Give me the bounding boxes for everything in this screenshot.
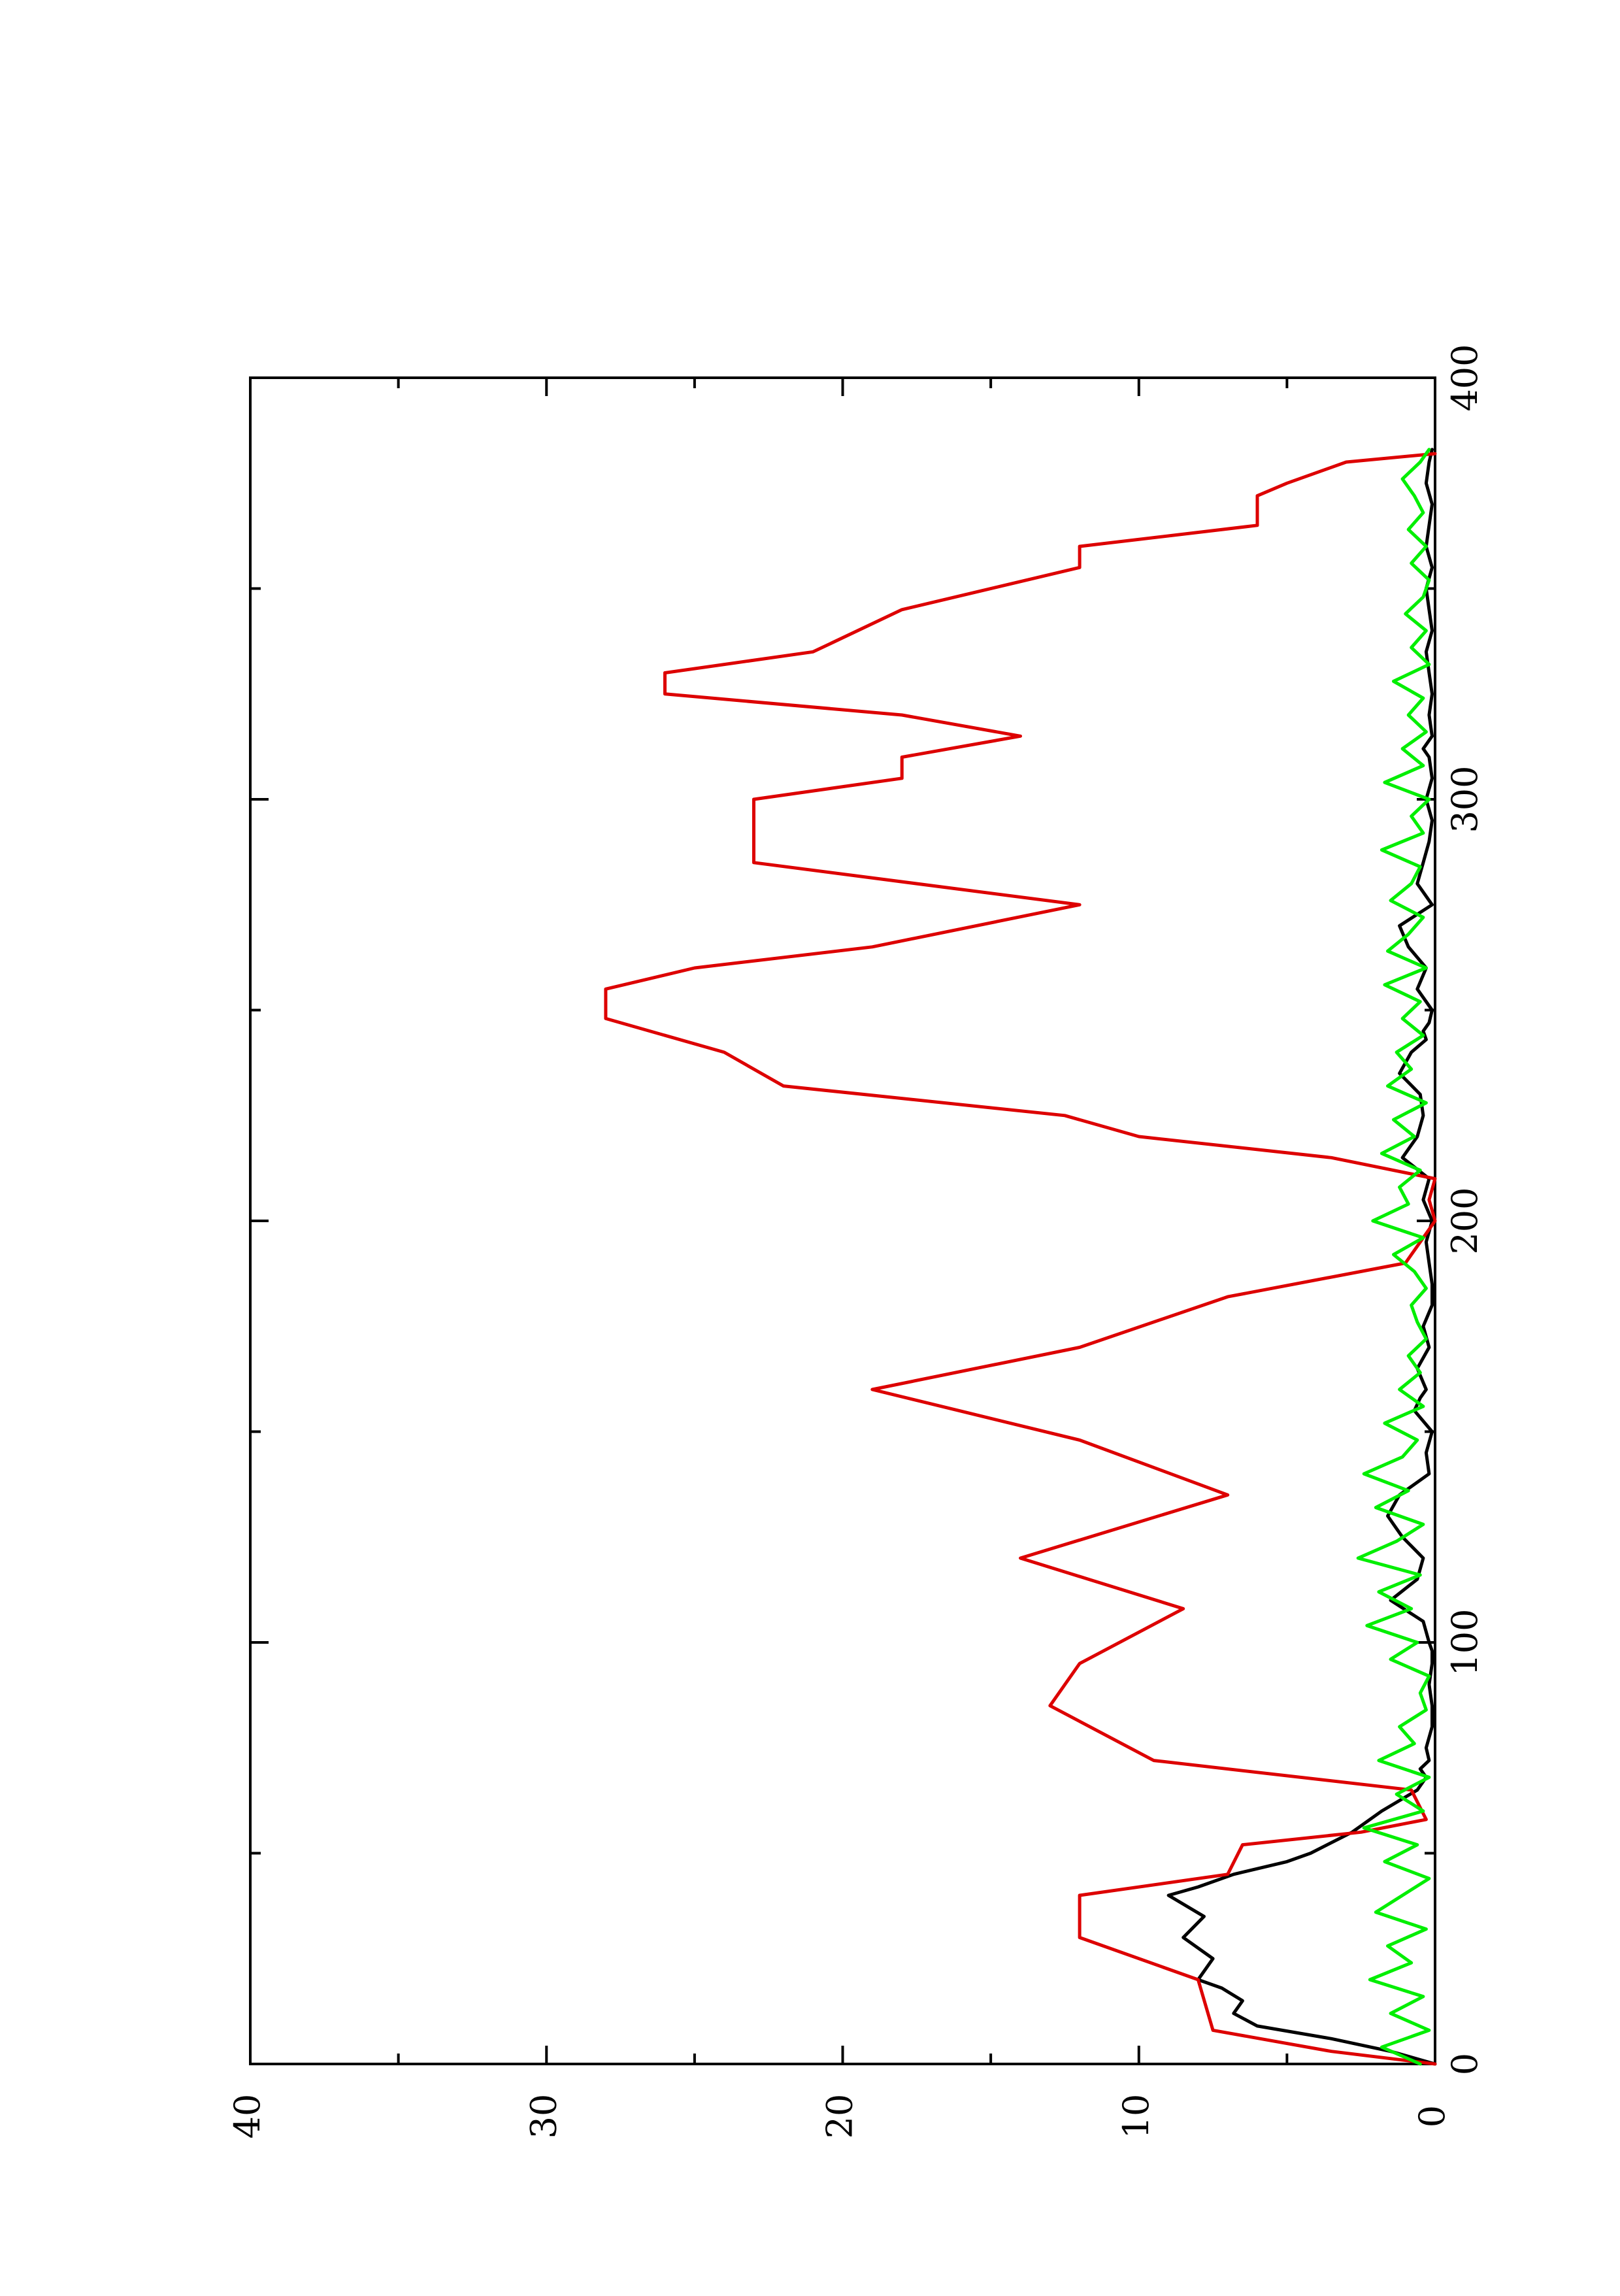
- y-tick-label-0: 0: [1412, 2105, 1453, 2127]
- series-black-line: [1166, 448, 1437, 2066]
- plot-frame: [249, 376, 1436, 2065]
- x-tick-label-300: 300: [1444, 765, 1485, 833]
- x-tick-label-100: 100: [1444, 1608, 1485, 1676]
- y-tick-label-30: 30: [523, 2094, 564, 2139]
- series-red-line: [604, 452, 1437, 2066]
- y-tick-label-40: 40: [227, 2094, 268, 2139]
- x-tick-label-400: 400: [1444, 344, 1485, 411]
- y-tick-label-20: 20: [819, 2094, 861, 2139]
- series-green-line: [1356, 448, 1431, 2066]
- y-tick-label-10: 10: [1116, 2094, 1157, 2139]
- x-tick-label-200: 200: [1444, 1187, 1485, 1254]
- x-tick-label-0: 0: [1444, 2053, 1485, 2075]
